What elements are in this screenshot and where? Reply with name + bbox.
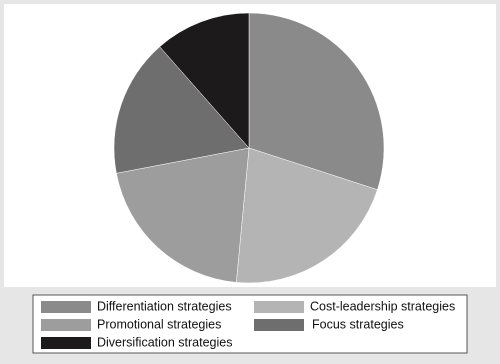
pie-slice (116, 147, 250, 283)
legend-swatch (41, 319, 91, 331)
legend-swatch (41, 301, 91, 313)
legend-label: Diversification strategies (97, 335, 232, 349)
legend-label: Cost-leadership strategies (310, 299, 455, 313)
legend-label: Promotional strategies (97, 317, 221, 331)
pie-slice (236, 147, 378, 284)
pie-slice (248, 12, 385, 191)
legend-swatch (254, 319, 304, 331)
pie-slice (113, 46, 250, 174)
legend-label: Differentiation strategies (97, 299, 232, 313)
legend-swatch (41, 337, 91, 349)
legend-label: Focus strategies (312, 317, 404, 331)
pie-slice (159, 12, 250, 149)
legend (32, 294, 468, 354)
legend-swatch (254, 301, 304, 313)
